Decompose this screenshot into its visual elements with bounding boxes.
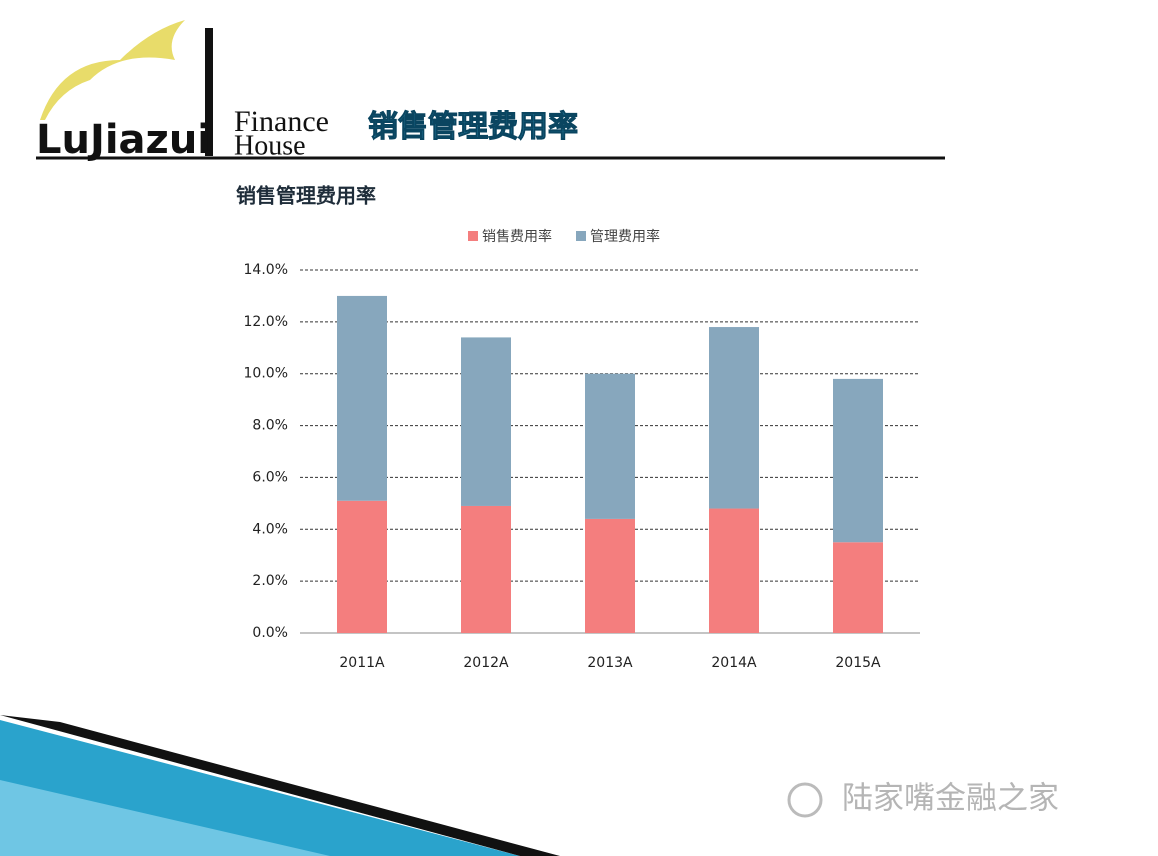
y-tick-label: 4.0% xyxy=(252,521,288,537)
bar-segment xyxy=(461,337,511,506)
bar-segment xyxy=(833,378,883,543)
y-tick-label: 14.0% xyxy=(244,262,288,278)
watermark: 陆家嘴金融之家 xyxy=(842,781,1059,817)
logo-top: Finance xyxy=(234,105,329,138)
decoration xyxy=(0,715,560,856)
y-tick-label: 2.0% xyxy=(252,573,288,589)
logo-arc xyxy=(40,20,185,120)
x-tick-label: 2012A xyxy=(463,655,509,671)
x-tick-label: 2013A xyxy=(587,655,633,671)
logo-main: LuJiazui xyxy=(36,117,211,163)
bar-segment xyxy=(709,327,759,509)
legend-swatch xyxy=(576,231,586,241)
watermark-icon xyxy=(787,782,823,818)
logo-bottom: House xyxy=(234,130,306,161)
legend-label: 销售费用率 xyxy=(482,228,552,245)
x-tick-label: 2015A xyxy=(835,655,881,671)
bar-segment xyxy=(709,508,759,633)
bar-segment xyxy=(337,295,387,501)
bar-segment xyxy=(337,500,387,633)
x-tick-label: 2011A xyxy=(339,655,385,671)
legend-label: 管理费用率 xyxy=(590,228,660,245)
chart: 0.0% 2.0% 4.0% 6.0% 8.0% 10.0% 12.0% 14.0% 销售费用率… xyxy=(244,228,920,671)
bar-segment xyxy=(833,542,883,633)
y-tick-label: 8.0% xyxy=(252,418,288,434)
logo-tower xyxy=(205,28,213,156)
bar-segment xyxy=(585,518,635,633)
legend-swatch xyxy=(468,231,478,241)
y-tick-label: 12.0% xyxy=(244,314,288,330)
y-tick-label: 0.0% xyxy=(252,625,288,641)
decoration xyxy=(0,780,330,856)
y-tick-label: 10.0% xyxy=(244,366,288,382)
bar-segment xyxy=(585,373,635,519)
chart-title: 销售管理费用率 xyxy=(236,184,376,208)
bar-segment xyxy=(461,505,511,633)
x-tick-label: 2014A xyxy=(711,655,757,671)
y-tick-label: 6.0% xyxy=(252,469,288,485)
slide-title: 销售管理费用率 xyxy=(368,110,578,145)
